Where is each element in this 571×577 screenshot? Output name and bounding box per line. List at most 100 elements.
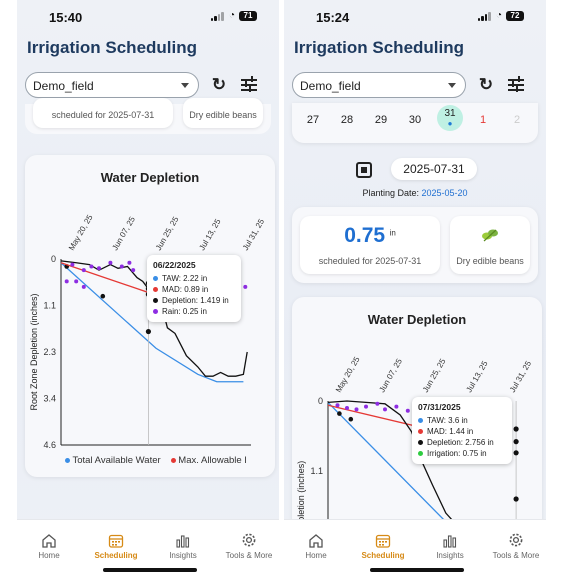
rain-point (354, 407, 359, 412)
page-title: Irrigation Scheduling (27, 38, 198, 57)
filter-sliders-button[interactable] (506, 75, 526, 95)
signal-icon (477, 11, 492, 21)
field-select[interactable]: Demo_field (292, 72, 466, 98)
x-tick-label: Jul 13, 25 (464, 359, 489, 394)
tooltip-dot (418, 440, 423, 445)
tooltip-date: 06/22/2025 (153, 260, 196, 270)
tooltip-depletion: Depletion: 2.756 in (427, 438, 494, 447)
calendar-day[interactable]: 2 (513, 114, 521, 126)
crop-card[interactable]: Dry edible beans (183, 98, 263, 128)
legend-item-taw[interactable]: Total Available Water (65, 455, 161, 466)
status-time: 15:40 (49, 10, 83, 25)
calendar-day[interactable]: 1 (479, 114, 487, 126)
chart-title: Water Depletion (367, 312, 467, 327)
series-taw-line (327, 401, 466, 542)
amount-card[interactable]: 0.75 in scheduled for 2025-07-31 (300, 216, 440, 274)
planting-date-row: Planting Date: 2025-05-20 (284, 188, 546, 198)
nav-insights[interactable]: Insights (424, 530, 476, 560)
tooltip-dot (153, 309, 158, 314)
hover-point (513, 439, 519, 445)
water-drop-icon: ● (447, 119, 453, 128)
rain-point (364, 404, 368, 409)
bottom-nav: Home Scheduling Insights Tools & More (284, 519, 546, 577)
selected-date-pill[interactable]: 2025-07-31 (391, 158, 477, 180)
phone-screen-right: 15:24 ◔ 72 Irrigation Scheduling Demo_fi… (284, 0, 546, 577)
nav-insights[interactable]: Insights (157, 530, 209, 560)
filter-sliders-button[interactable] (239, 75, 259, 95)
calendar-day-number: 31 (444, 108, 456, 119)
gear-icon (223, 530, 275, 548)
crop-card[interactable]: Dry edible beans (450, 216, 530, 274)
rain-point (97, 266, 101, 271)
status-bar: 15:40 ◔ 71 (17, 0, 279, 34)
chevron-down-icon (181, 83, 189, 88)
tooltip-mad: MAD: 1.44 in (427, 427, 474, 436)
nav-label: Insights (436, 551, 464, 560)
calendar-icon (90, 530, 142, 548)
tooltip-dot (153, 287, 158, 292)
rain-point (383, 407, 387, 412)
series-taw-line (60, 262, 244, 383)
nav-home[interactable]: Home (290, 530, 342, 560)
nav-label: Home (38, 551, 60, 560)
tooltip-dot (418, 429, 423, 434)
y-tick-label: 1.1 (43, 301, 56, 311)
page-title: Irrigation Scheduling (294, 38, 465, 57)
rain-point (243, 284, 248, 289)
tooltip-mad: MAD: 0.89 in (162, 285, 209, 294)
x-tick-label: Jun 25, 25 (154, 215, 181, 252)
x-tick-label: May 20, 25 (334, 355, 362, 394)
wifi-icon: ◔ (228, 10, 235, 21)
legend-item-mad[interactable]: Max. Allowable I (170, 455, 247, 466)
nav-scheduling[interactable]: Scheduling (90, 530, 142, 560)
legend-label: Max. Allowable I (178, 455, 247, 466)
nav-scheduling[interactable]: Scheduling (357, 530, 409, 560)
nav-label: Scheduling (361, 551, 405, 560)
calendar-day[interactable]: 30 (408, 114, 422, 126)
irrigation-amount: 0.75 in (300, 224, 440, 248)
calendar-toggle-button[interactable] (356, 162, 372, 178)
nav-label: Home (305, 551, 327, 560)
phone-screen-left: 15:40 ◔ 71 Irrigation Scheduling Demo_fi… (17, 0, 279, 577)
taw-point (337, 411, 342, 416)
crop-label: Dry edible beans (189, 110, 257, 120)
refresh-button[interactable]: ↻ (211, 75, 227, 94)
calendar-day-selected[interactable]: 31 ● (437, 105, 463, 131)
home-indicator (103, 568, 197, 572)
x-tick-label: Jun 25, 25 (421, 357, 448, 394)
field-select-value: Demo_field (33, 79, 94, 93)
calendar-day[interactable]: 28 (340, 114, 354, 126)
recommendation-card: 0.75 in scheduled for 2025-07-31 Dry edi… (292, 207, 538, 283)
x-tick-label: May 20, 25 (67, 213, 95, 252)
bar-chart-icon (157, 530, 209, 548)
legend-label: Total Available Water (72, 455, 161, 466)
rain-point (74, 279, 79, 284)
hover-point (513, 426, 519, 432)
crop-label: Dry edible beans (456, 256, 524, 266)
rain-point (89, 264, 94, 269)
scheduled-date-label: scheduled for 2025-07-31 (318, 256, 422, 266)
water-depletion-chart[interactable]: 0 1.1 2.3 3.4 4.6 May 20, 25 Jun 07, 25 Jun 25,… (25, 155, 275, 477)
bottom-nav: Home Scheduling Insights Tools & More (17, 519, 279, 577)
rain-point (335, 403, 340, 408)
calendar-day[interactable]: 27 (306, 114, 320, 126)
nav-tools[interactable]: Tools & More (490, 530, 542, 560)
rain-point (108, 260, 113, 265)
nav-tools[interactable]: Tools & More (223, 530, 275, 560)
nav-label: Tools & More (225, 551, 273, 560)
home-icon (23, 530, 75, 548)
home-icon (290, 530, 342, 548)
tooltip-irrigation: Irrigation: 0.75 in (427, 449, 487, 458)
nav-label: Tools & More (492, 551, 540, 560)
refresh-button[interactable]: ↻ (478, 75, 494, 94)
download-icon (361, 167, 367, 173)
planting-date-value: 2025-05-20 (421, 188, 468, 198)
field-select[interactable]: Demo_field (25, 72, 199, 98)
rain-point (81, 284, 86, 289)
y-axis-label: t Zone Depletion (inches) (296, 461, 306, 547)
amount-card[interactable]: scheduled for 2025-07-31 (33, 98, 173, 128)
calendar-day[interactable]: 29 (374, 114, 388, 126)
rain-point (81, 268, 86, 273)
nav-home[interactable]: Home (23, 530, 75, 560)
